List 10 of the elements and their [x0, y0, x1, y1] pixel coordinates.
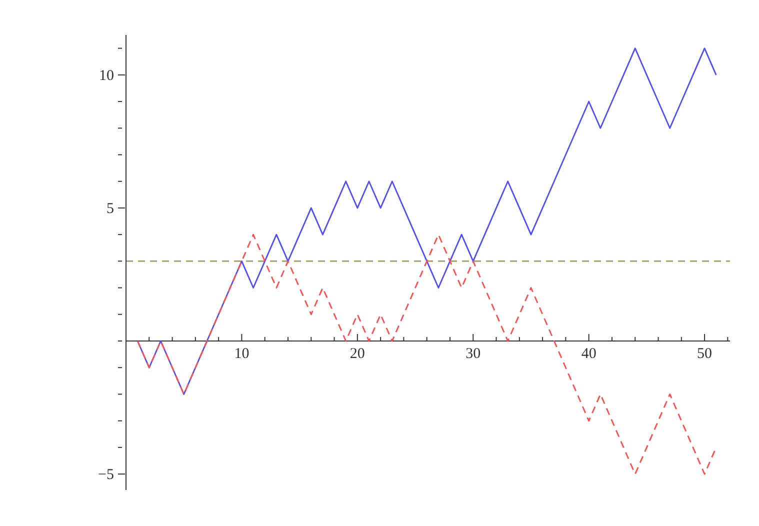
y-tick-label: −5	[98, 467, 114, 484]
x-tick-label: 20	[350, 346, 365, 362]
x-tick-label: 30	[466, 346, 481, 362]
x-tick-label: 40	[581, 346, 596, 362]
y-tick-label: 5	[106, 200, 114, 217]
y-tick-label: 10	[99, 68, 114, 84]
x-tick-label: 10	[234, 346, 250, 362]
line-series	[136, 48, 717, 395]
line-series	[136, 234, 717, 475]
x-tick-label: 50	[697, 346, 712, 362]
